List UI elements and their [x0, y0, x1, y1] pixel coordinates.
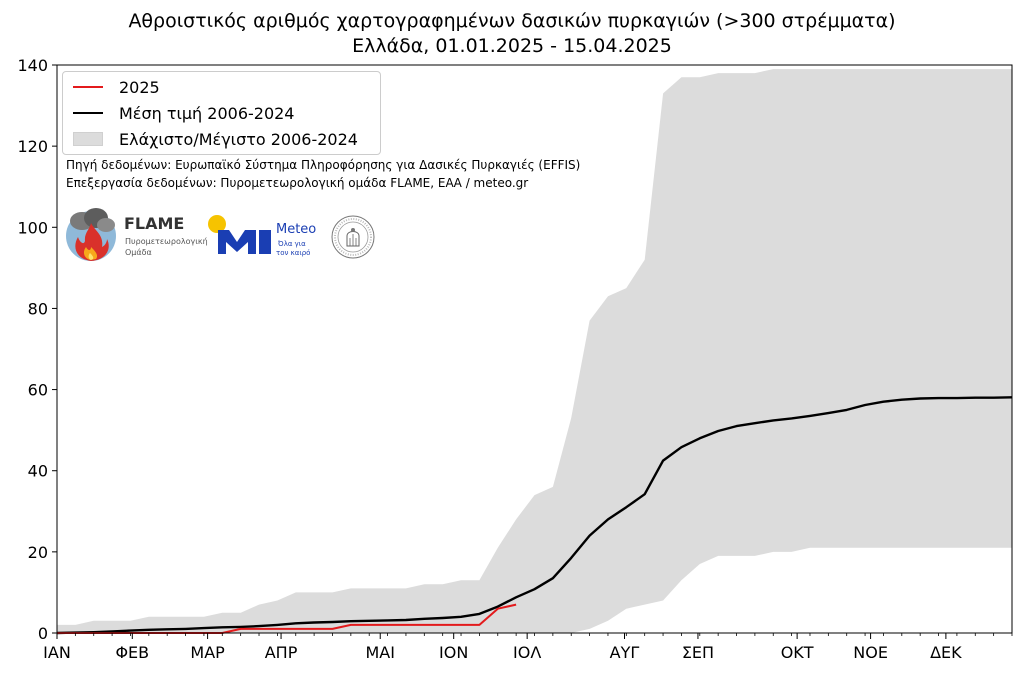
x-month-label: ΙΟΛ — [513, 643, 541, 662]
source-line2: Επεξεργασία δεδομένων: Πυρομετεωρολογική… — [66, 176, 529, 190]
x-month-label: ΑΠΡ — [265, 643, 298, 662]
flame-logo-name: FLAME — [124, 214, 185, 233]
meteo-logo-sub2: τον καιρό — [276, 249, 311, 257]
legend-swatch-range — [73, 132, 103, 146]
legend-item-range: Ελάχιστο/Μέγιστο 2006-2024 — [73, 129, 358, 149]
x-month-label: ΑΥΓ — [610, 643, 640, 662]
x-month-label: ΔΕΚ — [930, 643, 962, 662]
legend-swatch-2025 — [73, 86, 103, 88]
x-month-label: ΣΕΠ — [682, 643, 714, 662]
y-tick-label: 0 — [38, 624, 48, 643]
y-tick-label: 120 — [17, 137, 48, 156]
flame-logo-sub2: Ομάδα — [125, 248, 152, 257]
legend: 2025 Μέση τιμή 2006-2024 Ελάχιστο/Μέγιστ… — [62, 71, 381, 155]
x-month-label: ΝΟΕ — [853, 643, 888, 662]
legend-label-2025: 2025 — [119, 77, 160, 97]
meteo-logo: Meteo Όλα για τον καιρό — [206, 213, 326, 259]
source-line1: Πηγή δεδομένων: Ευρωπαϊκό Σύστημα Πληροφ… — [66, 158, 581, 172]
y-tick-label: 40 — [28, 462, 48, 481]
flame-logo-sub1: Πυρομετεωρολογική — [125, 237, 208, 246]
legend-label-range: Ελάχιστο/Μέγιστο 2006-2024 — [119, 129, 358, 149]
min-max-band — [57, 69, 1012, 634]
chart-title-line2: Ελλάδα, 01.01.2025 - 15.04.2025 — [352, 35, 672, 57]
y-tick-label: 80 — [28, 299, 48, 318]
flame-logo: FLAME Πυρομετεωρολογική Ομάδα — [64, 205, 214, 263]
flame-logo-icon — [66, 208, 116, 261]
legend-swatch-mean — [73, 112, 103, 114]
chart-title-line1: Αθροιστικός αριθμός χαρτογραφημένων δασι… — [128, 10, 896, 32]
x-month-label: ΜΑΡ — [190, 643, 225, 662]
y-tick-label: 20 — [28, 543, 48, 562]
x-month-label: ΦΕΒ — [115, 643, 149, 662]
mean-line — [56, 396, 1013, 635]
legend-item-mean: Μέση τιμή 2006-2024 — [73, 103, 294, 123]
legend-label-mean: Μέση τιμή 2006-2024 — [119, 103, 295, 123]
y-tick-label: 100 — [17, 218, 48, 237]
x-month-label: ΟΚΤ — [781, 643, 814, 662]
observatory-seal-icon — [331, 215, 375, 259]
x-month-label: ΙΑΝ — [43, 643, 71, 662]
x-month-label: ΙΟΝ — [439, 643, 468, 662]
meteo-logo-icon — [208, 215, 271, 254]
y-tick-label: 140 — [17, 56, 48, 75]
legend-item-2025: 2025 — [73, 77, 160, 97]
x-month-label: ΜΑΙ — [365, 643, 394, 662]
meteo-logo-sub1: Όλα για — [278, 240, 306, 248]
y-tick-label: 60 — [28, 381, 48, 400]
meteo-logo-name: Meteo — [276, 222, 317, 237]
